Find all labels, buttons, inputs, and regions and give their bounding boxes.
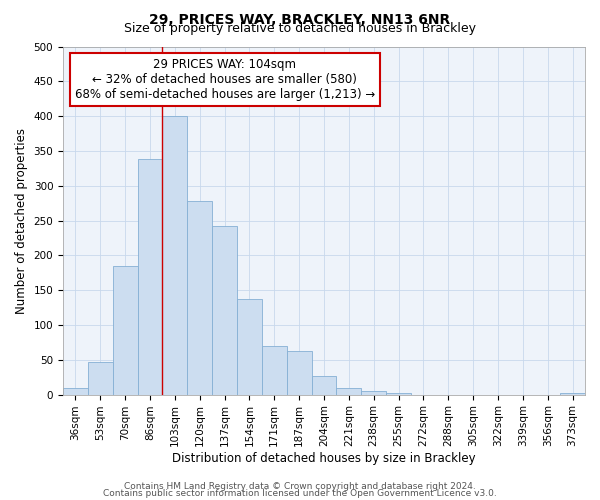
Text: Contains public sector information licensed under the Open Government Licence v3: Contains public sector information licen…	[103, 488, 497, 498]
Bar	[187, 201, 212, 394]
Bar	[237, 299, 262, 394]
Bar	[63, 388, 88, 394]
Bar	[287, 352, 311, 395]
Bar	[262, 346, 287, 395]
Text: Size of property relative to detached houses in Brackley: Size of property relative to detached ho…	[124, 22, 476, 35]
Text: Contains HM Land Registry data © Crown copyright and database right 2024.: Contains HM Land Registry data © Crown c…	[124, 482, 476, 491]
Bar	[311, 376, 337, 394]
Text: 29, PRICES WAY, BRACKLEY, NN13 6NR: 29, PRICES WAY, BRACKLEY, NN13 6NR	[149, 12, 451, 26]
Bar	[88, 362, 113, 394]
Bar	[337, 388, 361, 394]
X-axis label: Distribution of detached houses by size in Brackley: Distribution of detached houses by size …	[172, 452, 476, 465]
Bar	[386, 392, 411, 394]
Y-axis label: Number of detached properties: Number of detached properties	[15, 128, 28, 314]
Text: 29 PRICES WAY: 104sqm
← 32% of detached houses are smaller (580)
68% of semi-det: 29 PRICES WAY: 104sqm ← 32% of detached …	[75, 58, 375, 101]
Bar	[212, 226, 237, 394]
Bar	[163, 116, 187, 394]
Bar	[113, 266, 137, 394]
Bar	[361, 391, 386, 394]
Bar	[137, 160, 163, 394]
Bar	[560, 393, 585, 394]
